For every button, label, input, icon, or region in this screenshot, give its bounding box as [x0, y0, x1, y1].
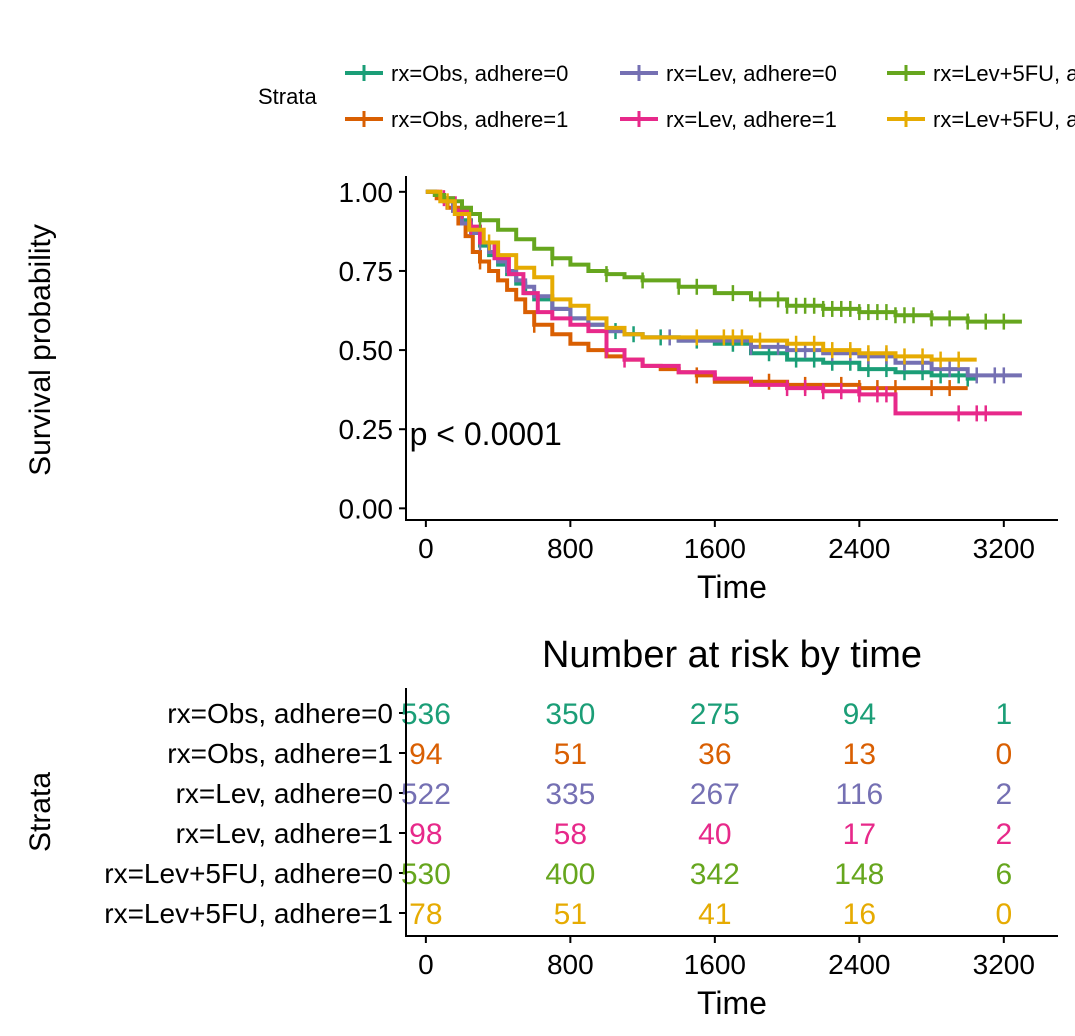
- risk-count: 6: [995, 858, 1012, 891]
- legend-key: [620, 111, 658, 127]
- risk-count: 536: [401, 698, 451, 731]
- legend-label: rx=Obs, adhere=1: [391, 107, 568, 132]
- y-tick-label: 0.50: [339, 335, 394, 366]
- risk-table: Number at risk by time Strata Time rx=Ob…: [24, 634, 1058, 1021]
- risk-x-tick-label: 3200: [973, 949, 1035, 980]
- risk-count: 0: [995, 738, 1012, 771]
- survival-y-ticks: 0.00 0.25 0.50 0.75 1.00: [339, 177, 406, 524]
- x-tick-label: 0: [418, 533, 434, 564]
- x-tick-label: 2400: [828, 533, 890, 564]
- risk-row-label: rx=Obs, adhere=0: [167, 698, 393, 729]
- p-value-annotation: p < 0.0001: [410, 416, 562, 452]
- risk-count: 51: [554, 738, 587, 771]
- risk-table-y-axis-title: Strata: [24, 772, 57, 852]
- risk-count: 13: [843, 738, 876, 771]
- risk-count: 116: [835, 778, 883, 811]
- survival-curve: [425, 189, 1022, 324]
- risk-row-label: rx=Lev, adhere=1: [176, 818, 393, 849]
- risk-count: 16: [843, 898, 876, 931]
- legend-label: rx=Obs, adhere=0: [391, 61, 568, 86]
- risk-count: 58: [554, 818, 587, 851]
- risk-count: 78: [409, 898, 442, 931]
- risk-table-x-axis-title: Time: [697, 985, 767, 1021]
- x-tick-label: 800: [547, 533, 594, 564]
- risk-count: 98: [409, 818, 442, 851]
- legend-label: rx=Lev, adhere=0: [666, 61, 837, 86]
- risk-table-x-ticks: 0 800 1600 2400 3200: [418, 936, 1035, 980]
- risk-count: 522: [401, 778, 451, 811]
- risk-row-label: rx=Lev+5FU, adhere=0: [104, 858, 393, 889]
- y-tick-label: 0.75: [339, 256, 394, 287]
- legend-label: rx=Lev, adhere=1: [666, 107, 837, 132]
- y-tick-label: 1.00: [339, 177, 394, 208]
- survival-plot: Survival probability Time 0.000.250.500.…: [24, 176, 1058, 605]
- risk-count: 530: [401, 858, 451, 891]
- risk-count: 94: [843, 698, 876, 731]
- survival-y-axis-title: Survival probability: [24, 224, 57, 476]
- risk-count: 342: [690, 858, 740, 891]
- risk-table-rows: rx=Obs, adhere=0 536 350 275 94 1 rx=Obs, adhe…: [104, 698, 1012, 931]
- legend-key: [887, 65, 925, 81]
- risk-count: 335: [545, 778, 595, 811]
- risk-x-tick-label: 2400: [828, 949, 890, 980]
- legend-label: rx=Lev+5FU, adhere=1: [933, 107, 1075, 132]
- x-tick-label: 3200: [973, 533, 1035, 564]
- risk-x-tick-label: 0: [418, 949, 434, 980]
- survival-curve: [425, 189, 977, 362]
- y-tick-label: 0.00: [339, 493, 394, 524]
- risk-count: 2: [995, 818, 1012, 851]
- risk-count: 148: [834, 858, 884, 891]
- risk-count: 17: [843, 818, 876, 851]
- legend-label: rx=Lev+5FU, adhere=0: [933, 61, 1075, 86]
- y-tick-label: 0.25: [339, 414, 394, 445]
- risk-count: 94: [409, 738, 442, 771]
- risk-row-label: rx=Lev, adhere=0: [176, 778, 393, 809]
- risk-x-tick-label: 1600: [684, 949, 746, 980]
- legend-key: [345, 111, 383, 127]
- risk-count: 267: [690, 778, 740, 811]
- survival-curves: [425, 189, 1022, 422]
- risk-row-label: rx=Obs, adhere=1: [167, 738, 393, 769]
- risk-count: 41: [698, 898, 731, 931]
- survival-curve: [425, 189, 1022, 416]
- survival-x-ticks: 0 800 1600 2400 3200: [418, 520, 1035, 564]
- legend-key: [887, 111, 925, 127]
- risk-count: 36: [698, 738, 731, 771]
- x-tick-label: 1600: [684, 533, 746, 564]
- risk-row-label: rx=Lev+5FU, adhere=1: [104, 898, 393, 929]
- risk-count: 2: [995, 778, 1012, 811]
- legend-entries: rx=Obs, adhere=0 rx=Lev, adhere=0 rx=Lev+5…: [345, 61, 1075, 132]
- risk-count: 1: [995, 698, 1012, 731]
- risk-count: 0: [995, 898, 1012, 931]
- risk-count: 350: [545, 698, 595, 731]
- risk-count: 400: [545, 858, 595, 891]
- legend: Strata rx=Obs, adhere=0 rx=Lev, adhere=0 r…: [258, 61, 1075, 132]
- survival-x-axis-title: Time: [697, 569, 767, 605]
- legend-key: [345, 65, 383, 81]
- risk-count: 51: [554, 898, 587, 931]
- legend-key: [620, 65, 658, 81]
- risk-count: 275: [690, 698, 740, 731]
- legend-title: Strata: [258, 84, 317, 109]
- risk-count: 40: [698, 818, 731, 851]
- risk-table-title: Number at risk by time: [542, 634, 922, 676]
- risk-x-tick-label: 800: [547, 949, 594, 980]
